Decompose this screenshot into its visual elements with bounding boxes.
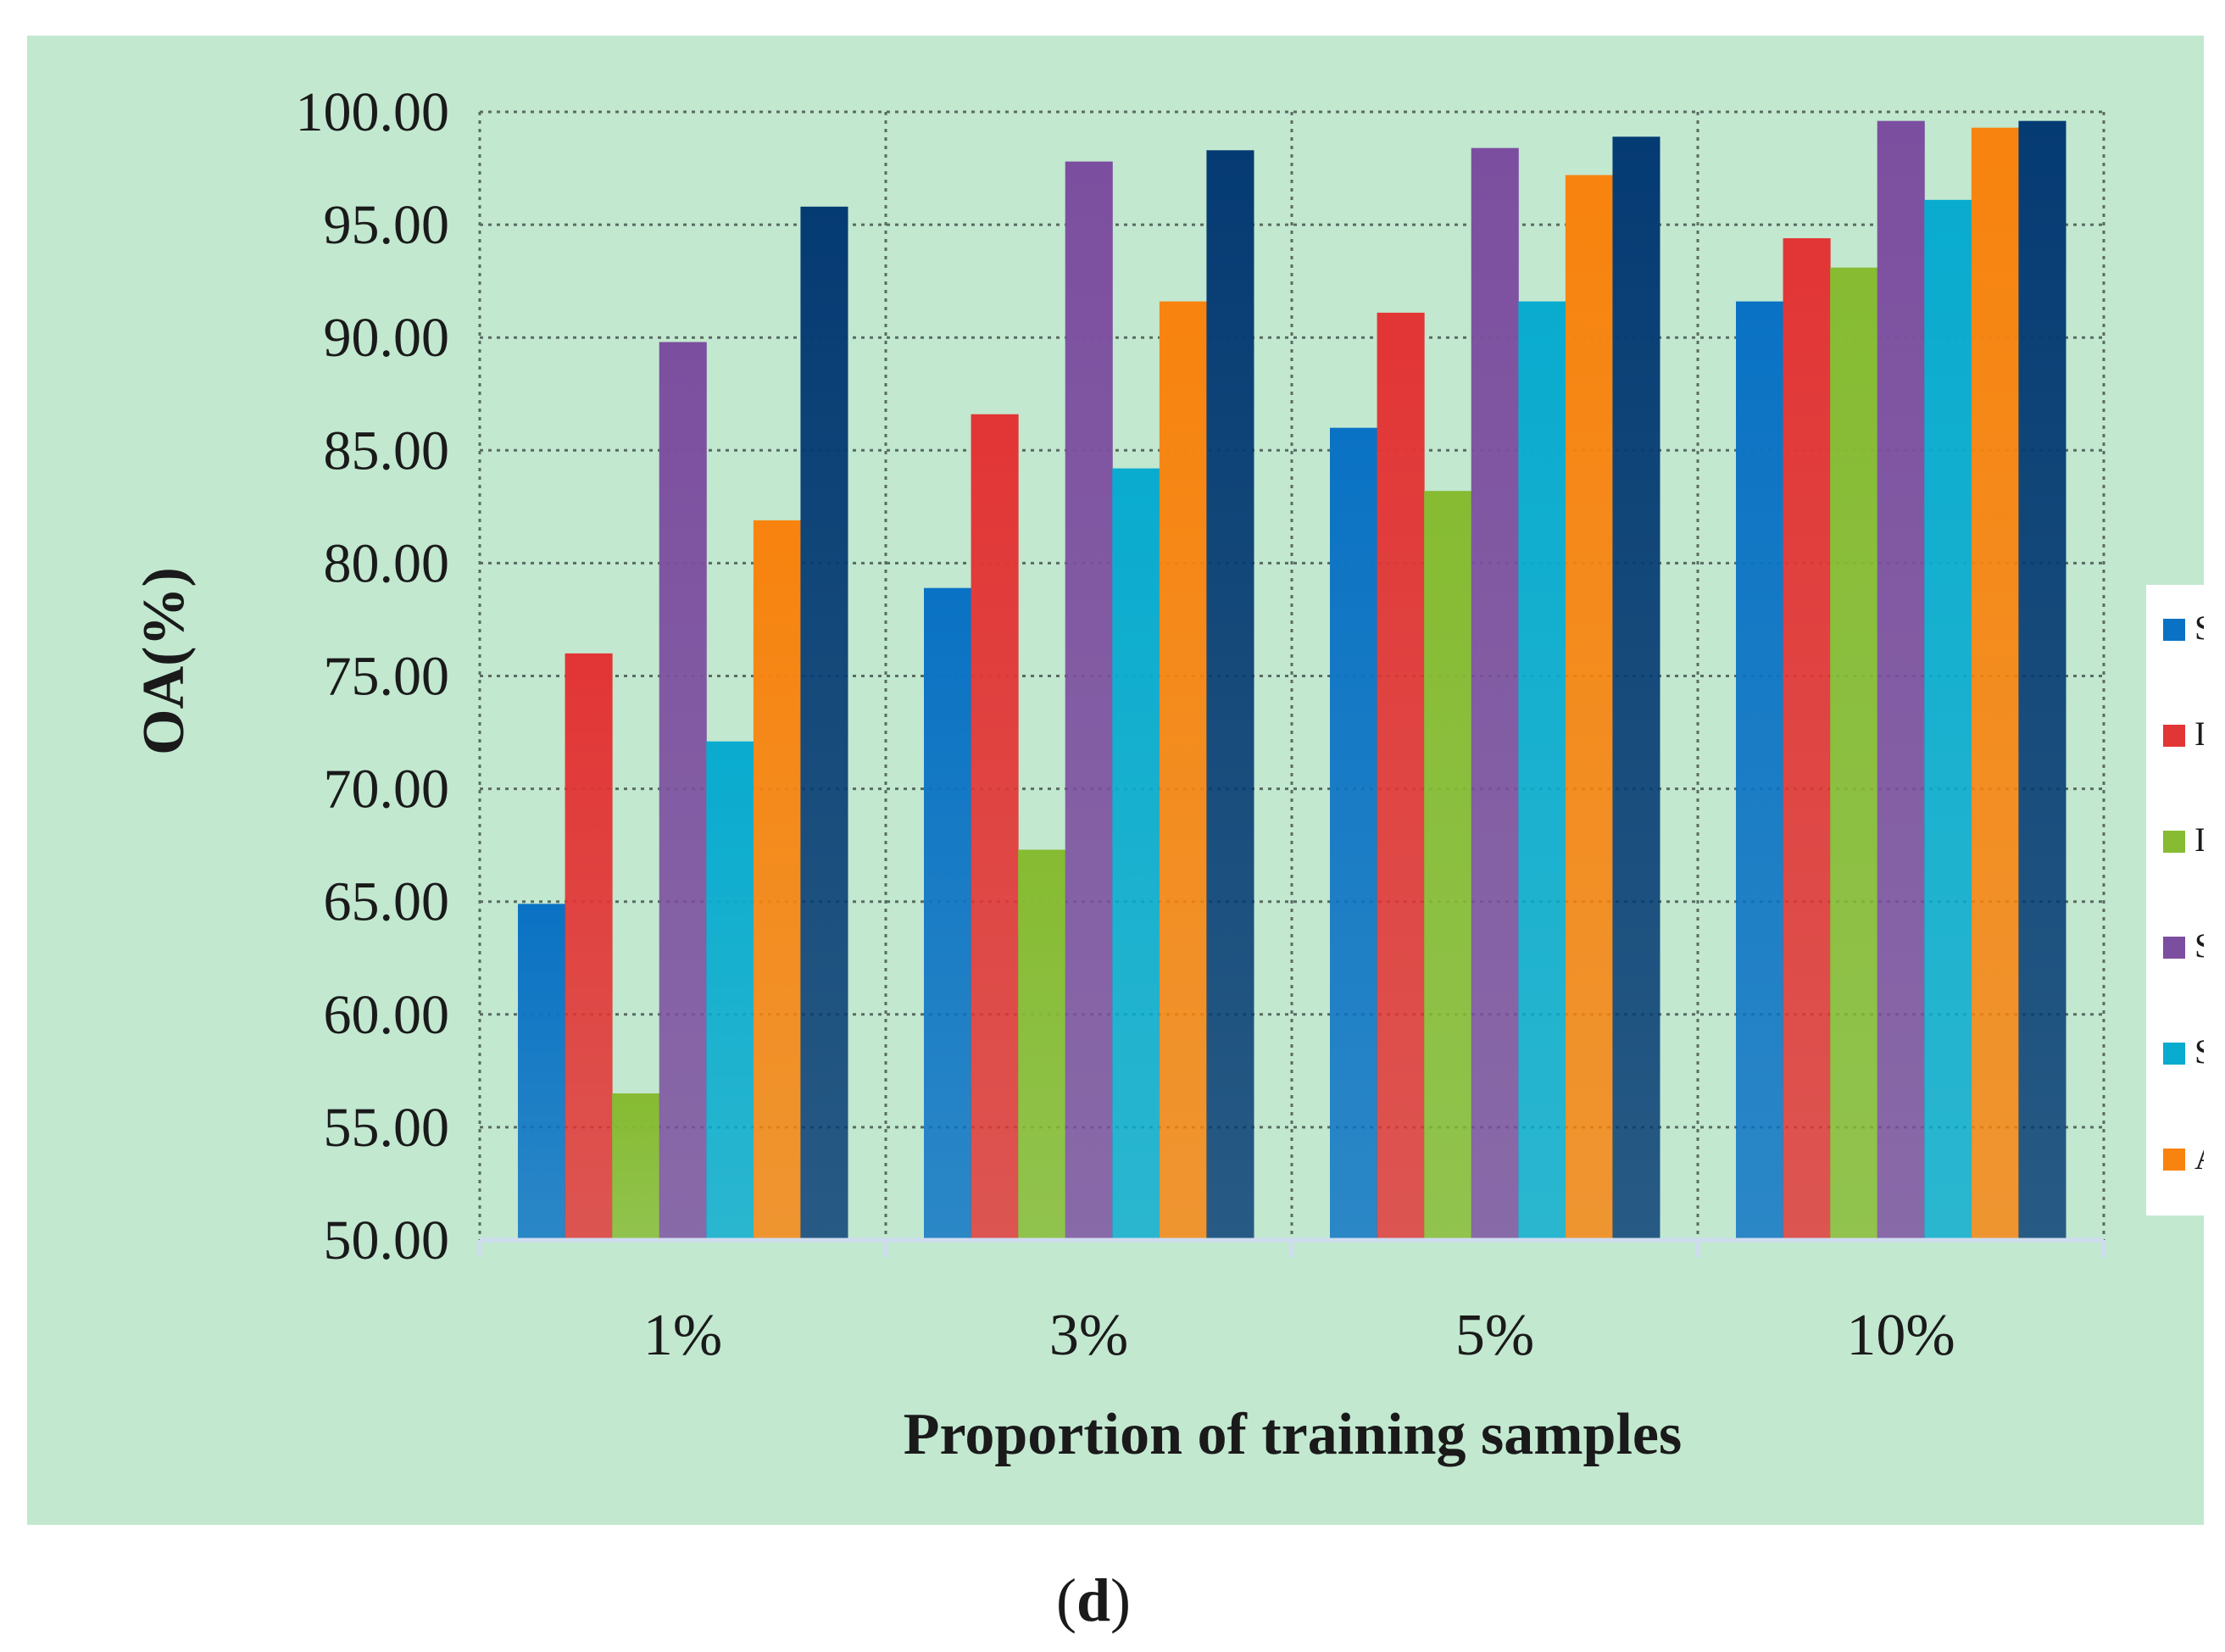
axes — [477, 1238, 2106, 1257]
y-tick-label: 75.00 — [324, 646, 450, 708]
caption-letter: d — [1076, 1566, 1110, 1634]
bar-2-1 — [1018, 849, 1066, 1240]
x-tick-labels: 1% 3% 5% 10% — [643, 1303, 1955, 1368]
bar-2-0 — [612, 1093, 660, 1240]
legend-swatch — [2163, 937, 2185, 959]
y-tick-label: 85.00 — [324, 420, 450, 481]
y-tick-labels: 50.00 55.00 60.00 65.00 70.00 75.00 80.00 85.00… — [296, 81, 450, 1271]
y-tick-label: 60.00 — [324, 984, 450, 1046]
legend-label: S — [2194, 609, 2213, 647]
bar-2-3 — [1830, 267, 1878, 1241]
bar-0-1 — [924, 587, 972, 1240]
bar-4-2 — [1518, 301, 1566, 1240]
subfigure-caption: (d) — [1056, 1566, 1131, 1634]
legend-swatch — [2163, 1149, 2185, 1171]
legend-swatch — [2163, 831, 2185, 853]
bar-6-0 — [800, 206, 848, 1241]
bar-1-2 — [1377, 312, 1425, 1241]
bar-4-0 — [706, 741, 754, 1240]
caption-close-paren: ) — [1110, 1566, 1131, 1634]
y-tick-label: 90.00 — [324, 307, 450, 369]
bar-5-1 — [1159, 301, 1207, 1240]
bar-3-2 — [1471, 147, 1519, 1240]
bar-2-2 — [1424, 491, 1472, 1240]
legend-label: A — [2194, 1138, 2219, 1176]
bar-1-0 — [565, 653, 613, 1240]
legend-label: I — [2194, 715, 2206, 753]
legend-label: I — [2194, 820, 2206, 859]
legend-swatch — [2163, 1043, 2185, 1065]
legend: S I I S S A I — [2146, 585, 2219, 1282]
bar-5-0 — [753, 520, 801, 1240]
bar-5-3 — [1971, 127, 2019, 1240]
y-tick-label: 50.00 — [324, 1210, 450, 1271]
legend-label: S — [2194, 926, 2213, 965]
y-tick-label: 95.00 — [324, 194, 450, 256]
legend-swatch — [2163, 725, 2185, 747]
legend-swatch — [2163, 619, 2185, 641]
bar-3-0 — [659, 342, 707, 1241]
bar-5-2 — [1565, 175, 1613, 1240]
legend-label: S — [2194, 1032, 2213, 1071]
gridlines — [478, 110, 2105, 1240]
bar-4-1 — [1112, 468, 1160, 1240]
bar-4-3 — [1924, 199, 1972, 1240]
bars — [518, 120, 2066, 1241]
bar-3-1 — [1065, 161, 1113, 1241]
bar-0-2 — [1330, 427, 1378, 1240]
legend-swatch — [2163, 1254, 2185, 1277]
x-tick-label: 10% — [1846, 1303, 1955, 1368]
y-tick-label: 100.00 — [296, 81, 450, 143]
bar-6-2 — [1612, 136, 1660, 1241]
y-tick-label: 55.00 — [324, 1097, 450, 1159]
x-tick-label: 3% — [1049, 1303, 1128, 1368]
bar-0-3 — [1736, 301, 1784, 1240]
bar-1-3 — [1783, 238, 1831, 1240]
bar-0-0 — [518, 904, 566, 1240]
legend-box — [2146, 585, 2204, 1215]
bar-3-3 — [1877, 120, 1925, 1241]
bar-6-3 — [2018, 120, 2066, 1241]
y-tick-label: 65.00 — [324, 871, 450, 933]
x-tick-label: 1% — [643, 1303, 722, 1368]
y-tick-label: 70.00 — [324, 759, 450, 820]
x-tick-label: 5% — [1455, 1303, 1534, 1368]
bar-1-1 — [971, 414, 1019, 1240]
caption-open-paren: ( — [1056, 1566, 1076, 1634]
bar-6-1 — [1206, 150, 1254, 1240]
legend-label: I — [2194, 1244, 2206, 1282]
x-axis-title: Proportion of training samples — [904, 1402, 1682, 1467]
y-axis-title: OA(%) — [131, 567, 197, 755]
y-tick-label: 80.00 — [324, 532, 450, 594]
